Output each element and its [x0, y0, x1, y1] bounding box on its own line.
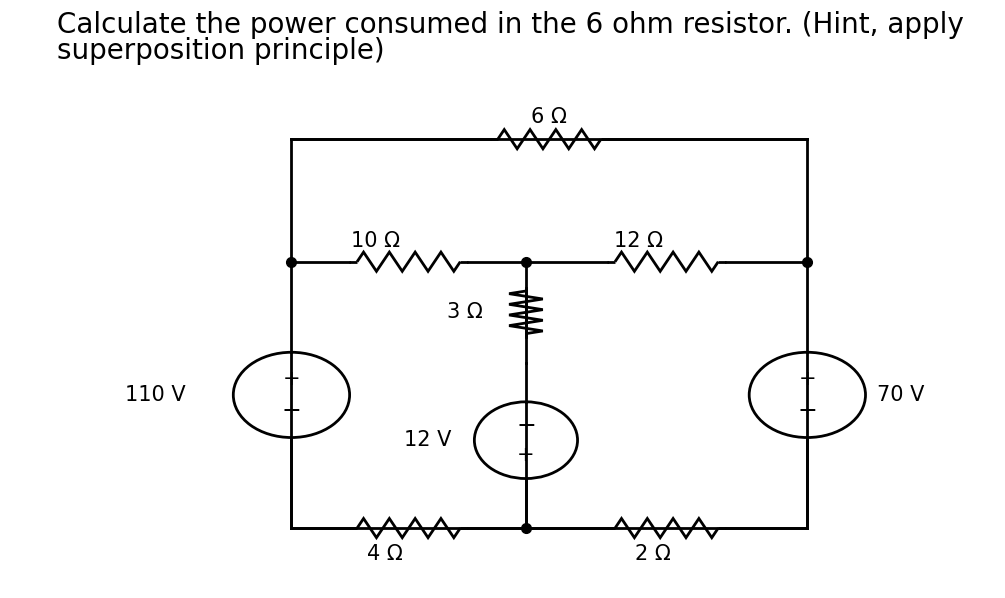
Text: 10 Ω: 10 Ω: [352, 231, 400, 252]
Text: 12 Ω: 12 Ω: [614, 231, 663, 252]
Text: Calculate the power consumed in the 6 ohm resistor. (Hint, apply: Calculate the power consumed in the 6 oh…: [57, 11, 964, 39]
Text: 4 Ω: 4 Ω: [368, 544, 403, 564]
Text: 2 Ω: 2 Ω: [635, 544, 670, 564]
Text: 6 Ω: 6 Ω: [532, 107, 568, 127]
Text: 70 V: 70 V: [877, 385, 925, 405]
Text: −: −: [281, 399, 302, 423]
Text: 12 V: 12 V: [404, 430, 451, 450]
Text: superposition principle): superposition principle): [57, 37, 385, 65]
Text: 110 V: 110 V: [126, 385, 186, 405]
Text: −: −: [517, 414, 536, 438]
Text: +: +: [799, 369, 816, 389]
Text: +: +: [518, 445, 535, 465]
Text: 3 Ω: 3 Ω: [447, 303, 482, 322]
Text: −: −: [798, 399, 817, 423]
Text: +: +: [282, 369, 300, 389]
